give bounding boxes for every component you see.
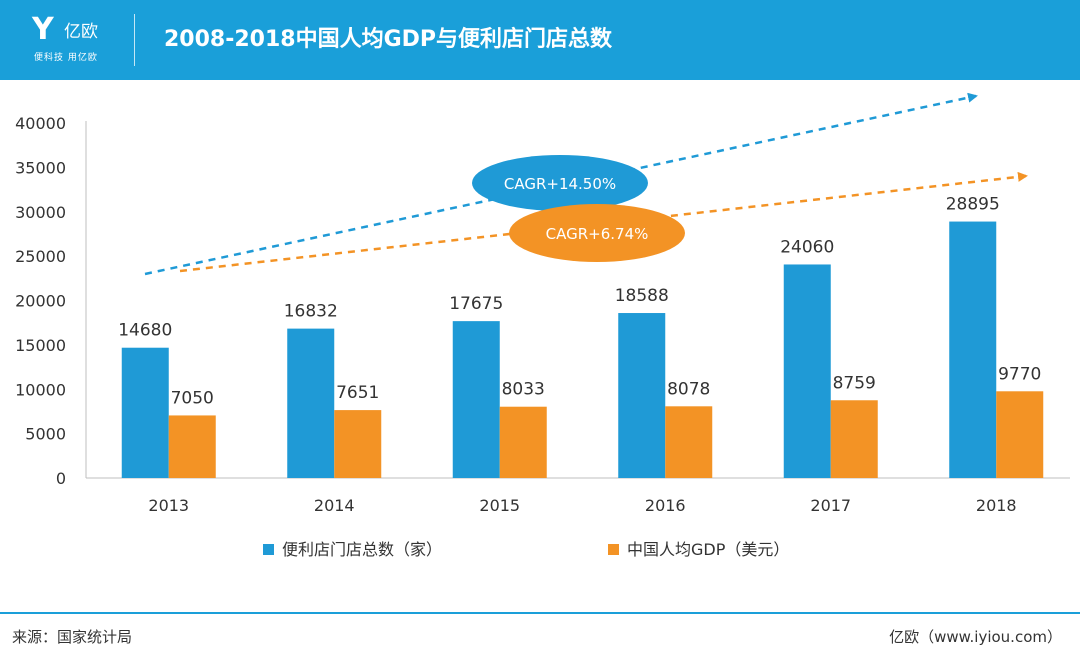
cagr-bubble-stores: [472, 155, 648, 211]
data-label-stores: 18588: [615, 286, 669, 306]
y-tick-label: 5000: [25, 425, 66, 444]
legend-swatch-stores: [263, 544, 274, 555]
cagr-label-gdp: CAGR+6.74%: [546, 225, 649, 243]
data-label-gdp: 9770: [998, 364, 1041, 384]
bar-gdp: [334, 410, 382, 478]
bar-stores: [121, 347, 169, 478]
data-label-gdp: 8033: [502, 380, 545, 400]
y-tick-label: 0: [56, 469, 66, 488]
x-tick-label: 2017: [810, 496, 851, 515]
bar-gdp: [168, 415, 216, 478]
y-tick-label: 20000: [15, 292, 66, 311]
bar-stores: [949, 221, 997, 478]
y-tick-label: 35000: [15, 158, 66, 177]
x-tick-label: 2015: [479, 496, 520, 515]
data-label-stores: 14680: [118, 321, 172, 341]
header-divider: [134, 14, 135, 66]
y-tick-label: 40000: [15, 114, 66, 133]
data-label-gdp: 8759: [833, 373, 876, 393]
cagr-label-stores: CAGR+14.50%: [504, 175, 616, 193]
data-label-gdp: 7050: [171, 388, 214, 408]
logo-slogan: 便科技 用亿欧: [34, 53, 98, 63]
chart-title: 2008-2018中国人均GDP与便利店门店总数: [164, 27, 613, 52]
bar-gdp: [499, 406, 547, 478]
x-tick-label: 2016: [645, 496, 686, 515]
data-label-stores: 24060: [780, 237, 834, 257]
bar-stores: [783, 264, 831, 478]
legend-label-gdp: 中国人均GDP（美元）: [627, 540, 789, 559]
legend-swatch-gdp: [608, 544, 619, 555]
cagr-bubble-gdp: [509, 204, 685, 262]
chart-area: 0 5000 10000 15000 20000 25000 30000 35000 40000…: [15, 92, 1070, 559]
data-label-stores: 17675: [449, 294, 503, 314]
logo-icon: Y: [32, 12, 54, 47]
data-source: 来源：国家统计局: [12, 628, 133, 646]
y-tick-label: 30000: [15, 203, 66, 222]
bar-stores: [618, 313, 666, 478]
bar-gdp: [996, 391, 1044, 478]
brand-logo: Y 亿欧 便科技 用亿欧: [28, 12, 118, 68]
y-tick-label: 25000: [15, 247, 66, 266]
data-label-stores: 28895: [946, 195, 1000, 215]
credit-text: 亿欧（www.iyiou.com）: [889, 628, 1062, 646]
header-banner: Y 亿欧 便科技 用亿欧 2008-2018中国人均GDP与便利店门店总数: [0, 0, 1080, 80]
trend-arrow-stores: [144, 92, 978, 276]
x-tick-label: 2018: [976, 496, 1017, 515]
bar-stores: [287, 328, 335, 478]
legend-label-stores: 便利店门店总数（家）: [282, 540, 442, 559]
data-label-stores: 16832: [284, 302, 338, 322]
x-tick-label: 2013: [148, 496, 189, 515]
bar-stores: [452, 321, 500, 478]
bar-gdp: [665, 406, 713, 478]
y-tick-label: 15000: [15, 336, 66, 355]
data-label-gdp: 8078: [667, 379, 710, 399]
bar-gdp: [830, 400, 878, 478]
data-label-gdp: 7651: [336, 383, 379, 403]
logo-name: 亿欧: [64, 22, 98, 42]
x-tick-label: 2014: [314, 496, 355, 515]
y-tick-label: 10000: [15, 380, 66, 399]
footer-divider: [0, 612, 1080, 614]
